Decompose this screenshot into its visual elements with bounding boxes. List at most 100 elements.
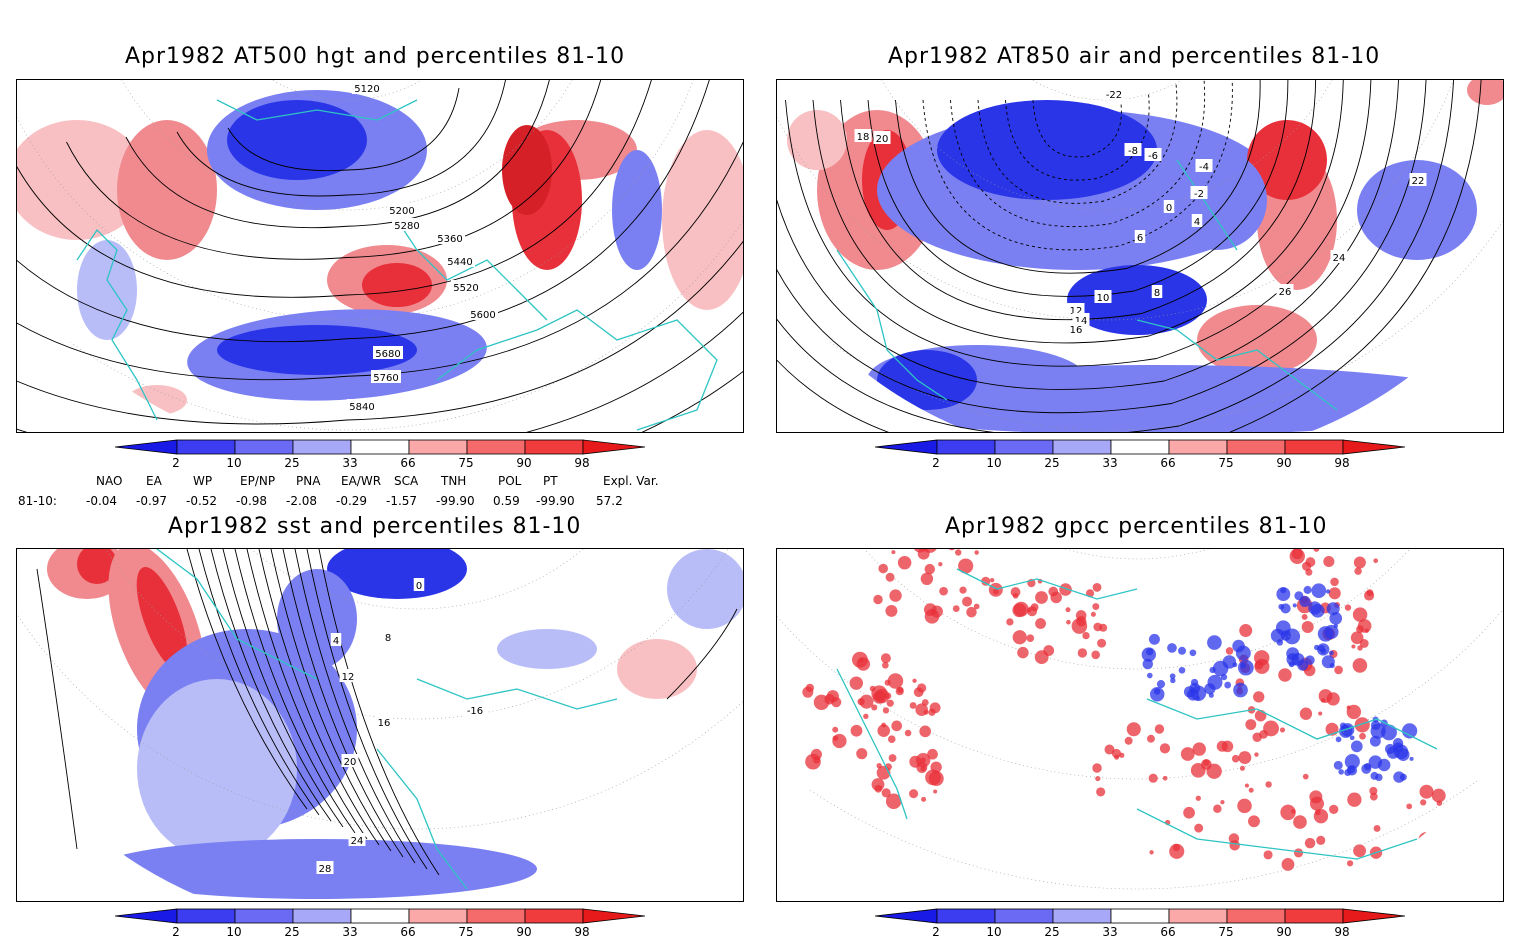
contour-label-bg bbox=[1195, 159, 1213, 172]
precip-anomaly-cell bbox=[1233, 682, 1248, 698]
index-header: WP bbox=[193, 474, 213, 488]
temperature-contour bbox=[812, 80, 1344, 344]
precip-anomaly-cell bbox=[1148, 773, 1158, 783]
precip-anomaly-cell bbox=[1333, 760, 1343, 770]
precip-anomaly-cell bbox=[1357, 619, 1372, 633]
colorbar-tick-label: 25 bbox=[284, 456, 299, 470]
colorbar-segment bbox=[1284, 439, 1344, 455]
precip-anomaly-cell bbox=[881, 788, 891, 798]
contour-label: -6 bbox=[1148, 151, 1158, 162]
anomaly-area bbox=[1247, 120, 1327, 200]
contour-label-bg bbox=[387, 203, 417, 216]
contour-label: 0 bbox=[416, 581, 422, 592]
contour-label: 8 bbox=[385, 633, 391, 644]
precip-anomaly-cell bbox=[1291, 809, 1296, 814]
precip-anomaly-cell bbox=[1289, 549, 1305, 564]
precip-anomaly-cell bbox=[1406, 803, 1413, 810]
precip-anomaly-cell bbox=[1237, 798, 1252, 814]
precip-anomaly-cell bbox=[1302, 561, 1312, 571]
contour-label-bg bbox=[873, 131, 891, 144]
contour-label: 24 bbox=[1333, 253, 1346, 264]
precip-anomaly-cell bbox=[1119, 752, 1125, 758]
precip-anomaly-cell bbox=[1303, 585, 1312, 594]
precip-anomaly-cell bbox=[1254, 709, 1267, 722]
precip-anomaly-cell bbox=[1092, 582, 1102, 592]
colorbar-tick-label: 2 bbox=[932, 456, 940, 470]
height-contour bbox=[125, 80, 550, 229]
precip-anomaly-cell bbox=[962, 596, 973, 607]
index-header: PT bbox=[543, 474, 558, 488]
precip-anomaly-cell bbox=[952, 605, 960, 612]
precip-anomaly-cell bbox=[1350, 631, 1364, 645]
colorbar-segment bbox=[1052, 439, 1112, 455]
precip-anomaly-cell bbox=[1369, 792, 1378, 801]
precip-anomaly-cell bbox=[1048, 586, 1059, 597]
contour-label-bg bbox=[468, 307, 498, 320]
precip-anomaly-cell bbox=[897, 555, 912, 570]
anomaly-area bbox=[1197, 305, 1317, 375]
precip-anomaly-cell bbox=[1178, 666, 1186, 674]
precip-anomaly-cell bbox=[1082, 631, 1090, 640]
colorbar-segment bbox=[234, 908, 294, 924]
precip-anomaly-cell bbox=[959, 586, 967, 594]
contour-label-bg bbox=[1134, 230, 1146, 243]
contour-label-bg bbox=[451, 280, 481, 293]
colorbar-tick-label: 33 bbox=[1102, 925, 1117, 939]
precip-anomaly-cell bbox=[1301, 613, 1308, 620]
precip-anomaly-cell bbox=[1308, 601, 1322, 615]
sst-contour bbox=[246, 549, 368, 840]
sst-contour bbox=[306, 549, 428, 870]
colorbar-segment bbox=[350, 439, 410, 455]
precip-anomaly-cell bbox=[1114, 754, 1120, 760]
precip-anomaly-cell bbox=[885, 572, 895, 582]
index-value: 57.2 bbox=[596, 494, 623, 508]
coastline bbox=[1176, 159, 1238, 251]
graticule-latitude bbox=[881, 80, 1333, 211]
precip-anomaly-cell bbox=[1313, 549, 1320, 552]
precip-anomaly-cell bbox=[1340, 723, 1355, 737]
precip-anomaly-cell bbox=[887, 735, 896, 743]
precip-anomaly-cell bbox=[1369, 786, 1378, 796]
colorbar-tick-label: 98 bbox=[1334, 456, 1349, 470]
colorbar-top-right: 2 10 25 33 66 75 90 98 bbox=[875, 439, 1405, 470]
colorbar-segment bbox=[466, 439, 526, 455]
precip-anomaly-cell bbox=[1314, 809, 1321, 816]
index-value: -0.97 bbox=[136, 494, 168, 508]
precip-anomaly-cell bbox=[887, 673, 904, 689]
precip-anomaly-cell bbox=[1293, 815, 1307, 829]
precip-anomaly-cell bbox=[1189, 649, 1197, 657]
contour-label-bg bbox=[1409, 173, 1427, 186]
coastline bbox=[436, 309, 718, 431]
contour-label: 0 bbox=[1166, 203, 1172, 214]
precip-anomaly-cell bbox=[1017, 646, 1029, 659]
anomaly-area bbox=[117, 120, 217, 260]
precip-anomaly-cell bbox=[1239, 765, 1245, 771]
colorbar-arrow-low bbox=[115, 439, 178, 455]
precip-anomaly-cell bbox=[880, 653, 891, 664]
precip-anomaly-cell bbox=[1335, 736, 1342, 743]
precip-anomaly-cell bbox=[1353, 556, 1366, 569]
precip-anomaly-cell bbox=[873, 594, 883, 605]
index-value: -99.90 bbox=[436, 494, 475, 508]
contour-label-bg bbox=[463, 703, 487, 716]
precip-anomaly-cell bbox=[1225, 647, 1234, 655]
temperature-contour bbox=[840, 80, 1316, 321]
colorbar-tick-label: 10 bbox=[986, 925, 1001, 939]
contour-label: 8 bbox=[1154, 288, 1160, 299]
colorbar-segment bbox=[1226, 908, 1286, 924]
coastline bbox=[1136, 319, 1338, 411]
index-row-label: 81-10: bbox=[18, 494, 57, 508]
contour-label: 5360 bbox=[437, 234, 462, 245]
precip-anomaly-cell bbox=[938, 562, 943, 567]
precip-anomaly-cell bbox=[1279, 727, 1286, 733]
precip-anomaly-cell bbox=[850, 724, 863, 737]
colorbar-segment bbox=[466, 908, 526, 924]
precip-anomaly-cell bbox=[886, 699, 894, 707]
contour-label: 26 bbox=[1279, 287, 1292, 298]
precip-anomaly-cell bbox=[1253, 691, 1265, 703]
precip-anomaly-cell bbox=[1320, 698, 1326, 703]
precip-anomaly-cell bbox=[1237, 659, 1254, 676]
contour-label-bg bbox=[382, 630, 394, 643]
precip-anomaly-cell bbox=[1030, 603, 1039, 612]
precip-anomaly-cell bbox=[1245, 719, 1257, 730]
